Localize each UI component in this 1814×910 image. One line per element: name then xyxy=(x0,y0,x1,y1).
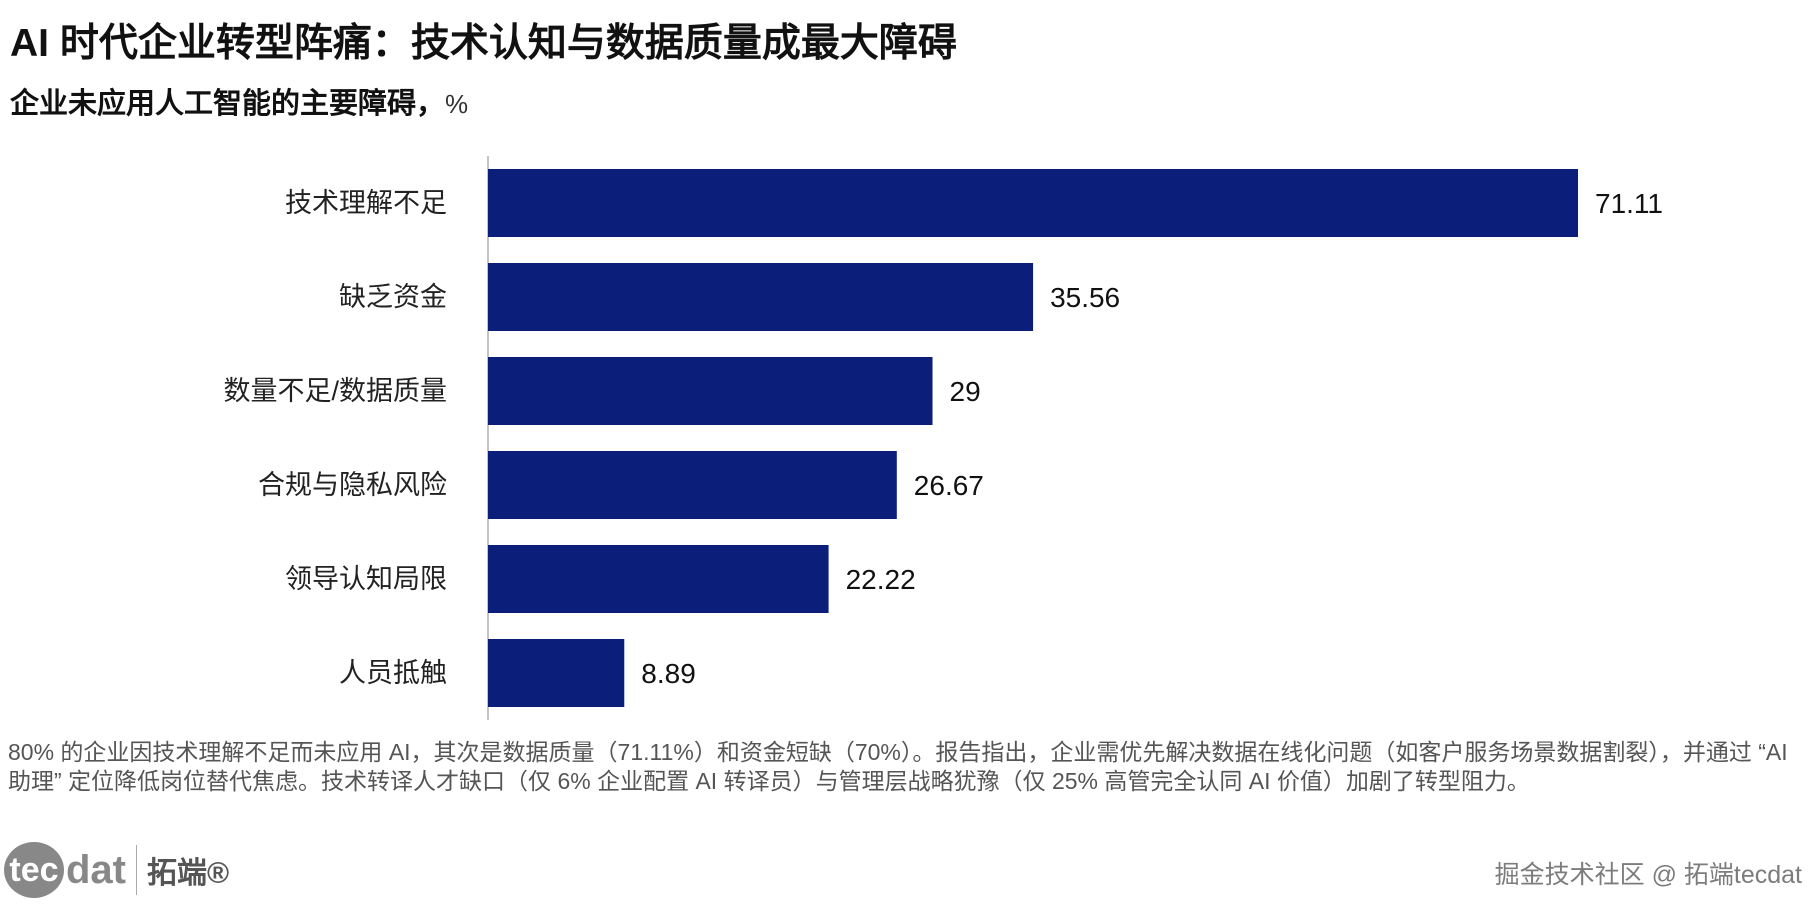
category-label: 领导认知局限 xyxy=(285,564,447,594)
footnote: 80% 的企业因技术理解不足而未应用 AI，其次是数据质量（71.11%）和资金… xyxy=(8,739,1788,794)
logo-cn: 拓端® xyxy=(147,857,230,890)
bar xyxy=(488,639,625,707)
category-label: 人员抵触 xyxy=(339,658,447,688)
bar xyxy=(488,357,933,425)
watermark: 掘金技术社区 @ 拓端tecdat xyxy=(1494,861,1802,889)
value-label: 71.11 xyxy=(1595,188,1663,219)
subtitle-unit: % xyxy=(445,89,469,119)
category-label: 数量不足/数据质量 xyxy=(223,376,447,406)
value-label: 8.89 xyxy=(641,658,696,689)
bar xyxy=(488,169,1578,237)
bar xyxy=(488,545,829,613)
bar xyxy=(488,263,1034,331)
bar-chart: 技术理解不足 71.11 缺乏资金 35.56 数量不足/数据质量 29 合规与隐私风险 26… xyxy=(223,156,1663,720)
logo-mark-2: dat xyxy=(66,847,126,892)
category-label: 技术理解不足 xyxy=(285,188,447,218)
chart-subtitle: 企业未应用人工智能的主要障碍，% xyxy=(10,80,468,122)
value-label: 22.22 xyxy=(846,564,916,595)
tecdat-logo: tec dat 拓端® xyxy=(4,840,229,900)
category-label: 合规与隐私风险 xyxy=(258,470,447,500)
value-label: 35.56 xyxy=(1050,282,1120,313)
value-label: 26.67 xyxy=(914,470,984,501)
chart-title: AI 时代企业转型阵痛：技术认知与数据质量成最大障碍 xyxy=(10,22,957,65)
bar xyxy=(488,451,897,519)
logo-mark: tec xyxy=(4,842,64,898)
value-label: 29 xyxy=(950,376,981,407)
category-label: 缺乏资金 xyxy=(339,282,447,312)
logo-divider xyxy=(136,845,137,895)
subtitle-text: 企业未应用人工智能的主要障碍， xyxy=(10,88,446,120)
